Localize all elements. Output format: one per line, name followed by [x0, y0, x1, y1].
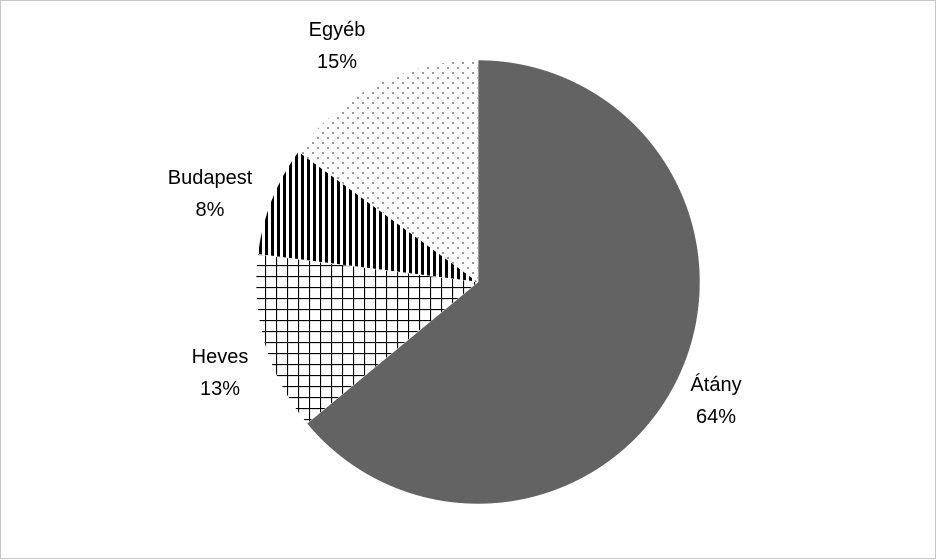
pie-slice-2 — [255, 253, 479, 424]
slice-label-1: Átány — [690, 373, 741, 396]
slice-label-3: Budapest — [168, 167, 253, 189]
slice-label-2: Heves — [192, 346, 249, 368]
slice-percent-1: 64% — [696, 406, 736, 428]
slice-percent-2: 13% — [200, 378, 240, 400]
pie-slices — [255, 59, 701, 505]
pie-slice-4 — [298, 59, 479, 283]
slice-label-4: Egyéb — [309, 19, 366, 41]
pie-slice-1 — [306, 59, 701, 505]
pie-slice-3 — [257, 151, 479, 283]
slice-percent-4: 15% — [317, 51, 357, 73]
pie-labels: Átány 64% Heves 13% Budapest 8% Egyéb 15% — [168, 19, 742, 428]
slice-percent-3: 8% — [196, 199, 225, 221]
